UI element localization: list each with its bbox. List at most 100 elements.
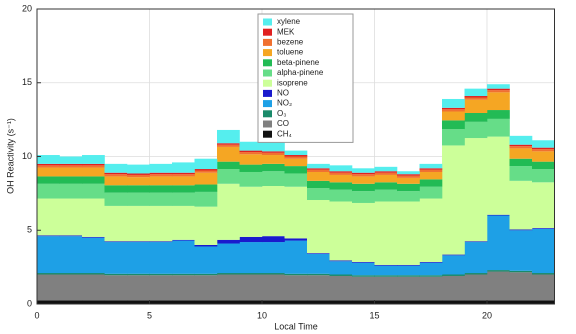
area-segment [509,158,533,167]
area-segment [284,273,308,276]
area-segment [149,174,173,177]
area-segment [104,205,128,242]
area-segment [104,300,128,304]
area-segment [172,174,195,177]
area-segment [239,273,263,275]
legend-label: O₃ [277,109,286,118]
area-segment [262,171,285,186]
area-segment [149,300,173,304]
area-segment [239,274,263,301]
area-segment [509,144,533,147]
legend-swatch [263,120,272,128]
area-segment [329,274,353,276]
area-segment [59,235,83,237]
legend-label: isoprene [277,78,308,87]
y-tick-label: 10 [22,151,32,161]
legend-swatch [263,38,272,46]
area-segment [194,170,218,173]
area-segment [127,164,150,174]
legend-label: bezene [277,38,304,47]
area-segment [532,169,555,183]
area-segment [59,236,83,274]
area-segment [352,174,375,177]
area-segment [37,274,60,301]
area-segment [307,163,330,169]
area-segment [464,112,488,122]
area-segment [419,171,443,180]
area-segment [172,300,195,304]
legend-label: toluene [277,48,304,57]
area-segment [37,176,60,184]
area-segment [352,261,375,263]
area-segment [59,176,83,184]
legend-label: beta-pinene [277,58,320,67]
area-segment [149,176,173,186]
area-segment [239,141,263,151]
area-segment [374,275,398,277]
area-segment [352,276,375,301]
area-segment [59,156,83,164]
area-segment [307,253,330,254]
area-segment [487,90,510,93]
area-segment [172,240,195,274]
area-segment [397,275,420,277]
area-segment [352,300,375,304]
area-segment [104,174,128,177]
area-segment [217,161,240,170]
area-segment [509,300,533,304]
area-segment [262,142,285,152]
area-segment [374,265,398,276]
area-segment [329,172,353,175]
area-segment [239,150,263,153]
legend-label: NO₂ [277,99,292,108]
area-segment [419,169,443,172]
area-segment [532,140,555,148]
area-segment [374,182,398,190]
x-tick-label: 20 [482,310,492,320]
area-segment [149,242,173,274]
area-segment [419,262,443,276]
area-segment [509,180,533,230]
area-segment [239,154,263,165]
area-segment [127,273,150,276]
area-segment [104,242,128,274]
y-tick-label: 20 [22,3,32,13]
legend-label: CH₄ [277,129,292,138]
area-segment [509,270,533,273]
area-segment [59,273,83,275]
area-segment [464,99,488,113]
area-segment [59,167,83,177]
area-segment [487,118,510,137]
area-segment [464,88,488,97]
area-segment [194,245,218,247]
area-segment [149,275,173,301]
area-segment [104,241,128,243]
area-segment [509,272,533,301]
x-axis-label: Local Time [274,321,318,331]
area-segment [374,166,398,172]
area-segment [262,274,285,301]
area-segment [59,274,83,301]
area-segment [419,198,443,262]
area-segment [352,176,375,184]
area-segment [104,176,128,186]
area-segment [442,98,465,108]
area-segment [419,276,443,301]
area-segment [172,273,195,276]
area-segment [352,262,375,276]
area-segment [82,273,105,275]
legend-label: MEK [277,27,295,36]
area-segment [127,241,150,243]
area-segment [397,191,420,202]
area-segment [37,165,60,168]
legend-swatch [263,59,272,67]
area-segment [329,165,353,172]
area-segment [104,275,128,301]
area-segment [262,300,285,304]
area-segment [37,300,60,304]
area-segment [149,163,173,173]
area-segment [262,242,285,274]
area-segment [217,243,240,274]
area-segment [487,92,510,111]
